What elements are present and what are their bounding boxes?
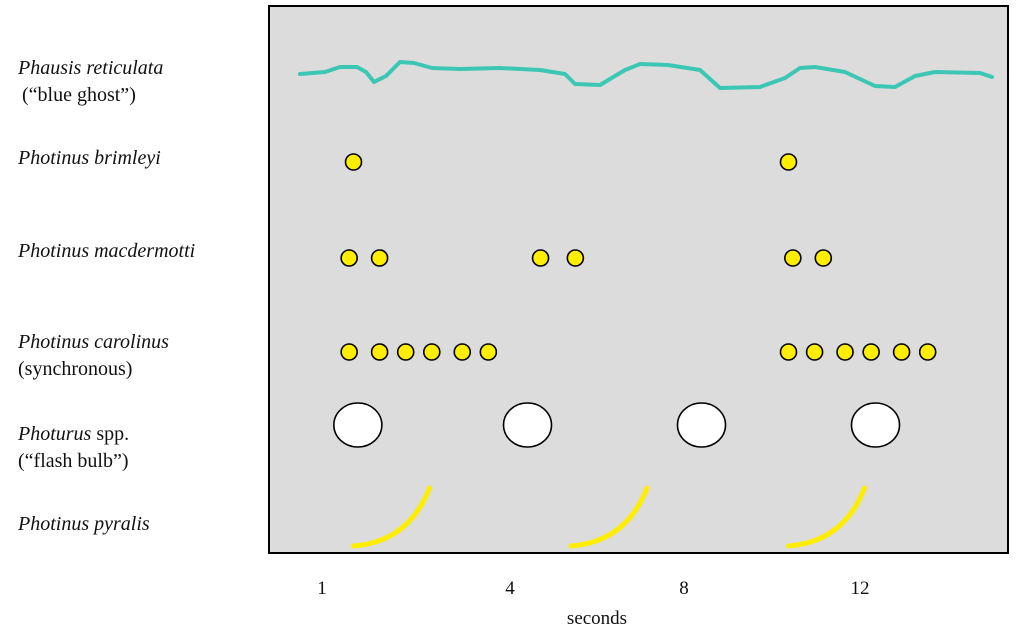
flash-pattern-panel — [268, 5, 1009, 554]
x-tick-12: 12 — [850, 578, 870, 599]
x-tick-8: 8 — [679, 578, 689, 599]
flash-dot — [370, 249, 389, 267]
glow-trace — [298, 60, 994, 90]
flash-dot — [531, 249, 550, 267]
species-suffix: spp. — [91, 423, 130, 445]
flash-bulb — [502, 402, 553, 448]
flash-dot — [814, 249, 833, 267]
flash-dot — [779, 153, 798, 171]
species-name: Photinus carolinus — [18, 331, 169, 353]
flash-dot — [453, 343, 472, 361]
species-name: Photinus macdermotti — [18, 240, 196, 262]
row-label-macdermotti: Photinus macdermotti — [18, 238, 195, 265]
x-axis-label: seconds — [566, 608, 628, 629]
flash-bulb — [333, 402, 383, 448]
j-stroke — [786, 485, 867, 549]
species-name: Photinus pyralis — [18, 513, 150, 535]
flash-dot — [340, 343, 358, 361]
species-note: (“flash bulb”) — [18, 450, 129, 472]
row-label-brimleyi: Photinus brimleyi — [18, 145, 161, 172]
flash-dot — [479, 343, 498, 361]
species-note: (“blue ghost”) — [22, 84, 136, 106]
row-label-carolinus: Photinus carolinus (synchronous) — [18, 329, 169, 383]
flash-dot — [862, 343, 880, 361]
species-name: Photurus — [18, 423, 92, 445]
flash-dot — [779, 343, 798, 361]
row-label-phausis: Phausis reticulata (“blue ghost”) — [18, 55, 163, 109]
flash-dot — [566, 249, 585, 267]
flash-dot — [836, 343, 854, 361]
flash-dot — [784, 249, 802, 267]
row-label-photurus: Photurus spp. (“flash bulb”) — [18, 421, 129, 475]
x-tick-4: 4 — [505, 578, 515, 599]
flash-dot — [370, 343, 389, 361]
flash-dot — [805, 343, 824, 361]
species-name: Photinus brimleyi — [18, 147, 161, 169]
species-name: Phausis reticulata — [18, 57, 164, 79]
row-label-pyralis: Photinus pyralis — [18, 511, 150, 538]
j-stroke — [351, 485, 432, 549]
flash-dot — [918, 343, 937, 361]
flash-dot — [340, 249, 358, 267]
flash-dot — [396, 343, 415, 361]
j-stroke — [568, 485, 650, 549]
flash-bulb — [850, 402, 901, 448]
species-note: (synchronous) — [18, 358, 133, 380]
flash-bulb — [676, 402, 727, 448]
flash-dot — [892, 343, 911, 361]
flash-dot — [422, 343, 441, 361]
flash-dot — [344, 153, 363, 171]
x-tick-1: 1 — [317, 578, 327, 599]
